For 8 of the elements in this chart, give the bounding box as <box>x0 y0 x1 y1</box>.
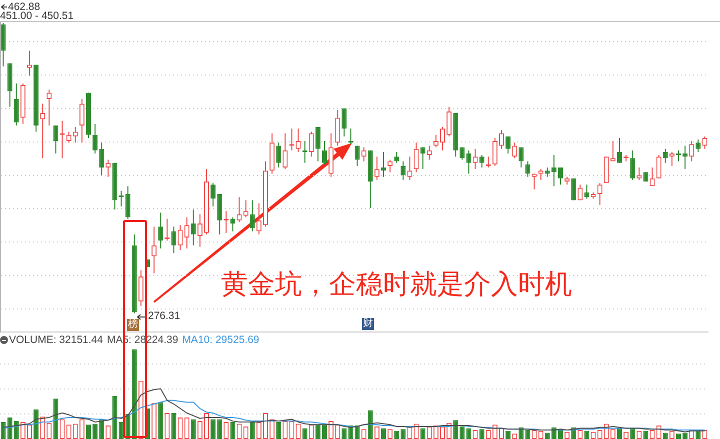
text: 451.00 - 450.51 <box>0 10 74 22</box>
annotation: 黄金坑，企稳时就是介入时机 <box>221 269 572 299</box>
annotation: 276.31 <box>148 310 180 322</box>
chart-title: VOLUME: 32151.44 <box>9 334 104 346</box>
text: MA10: 29525.69 <box>182 334 260 346</box>
badge: 榜 <box>127 319 139 331</box>
text: 462.88 <box>8 0 40 12</box>
badge: 财 <box>362 318 374 330</box>
